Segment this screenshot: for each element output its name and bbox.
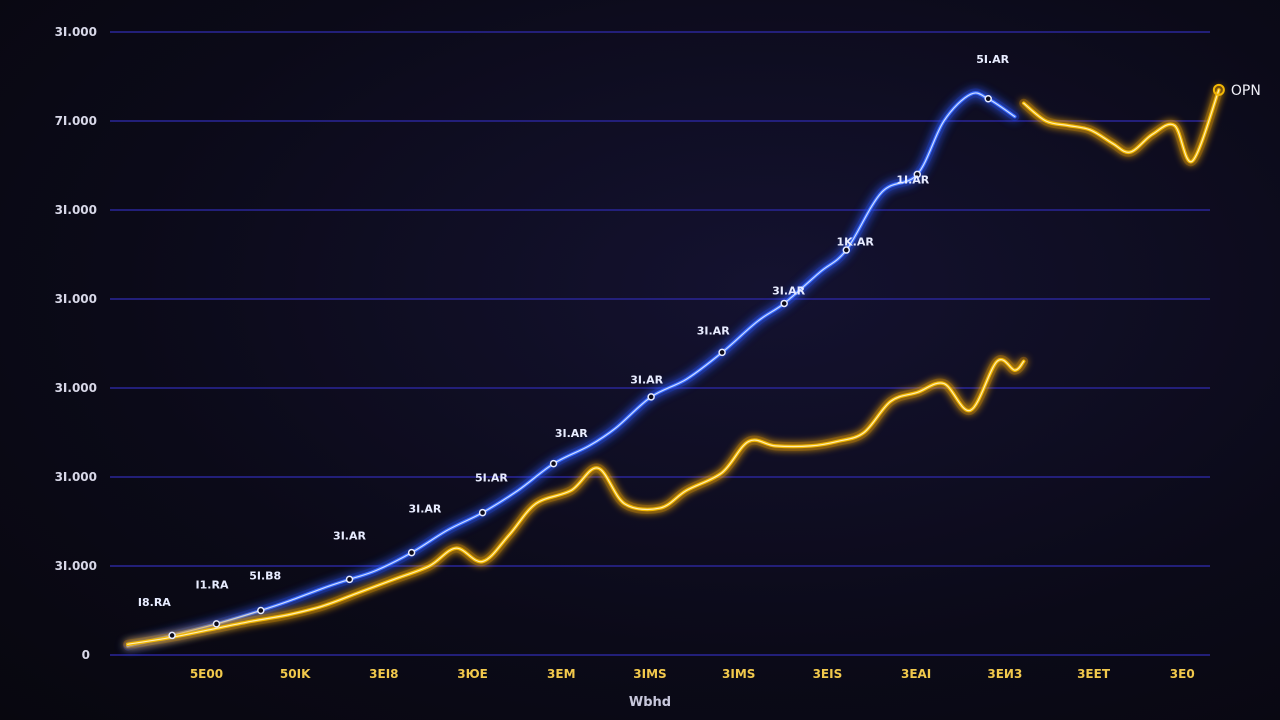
data-point-marker	[478, 508, 487, 517]
data-point-marker	[913, 170, 922, 179]
x-axis: 5E00 50IK 3EI8 3ЮE 3EM 3IMS 3IMS 3EIS 3EAI 3EИ3 3E…	[190, 667, 1195, 681]
y-tick-label: 3I.000	[55, 292, 97, 306]
x-tick-label: 3EI8	[369, 667, 398, 681]
data-point-label: 3I.AR	[630, 374, 663, 387]
x-tick-label: 3ЮE	[457, 667, 488, 681]
data-point-label: 3I.AR	[697, 325, 730, 338]
data-point-marker	[345, 575, 354, 584]
data-point-marker	[549, 459, 558, 468]
series-end-label: OPN	[1231, 83, 1261, 99]
x-tick-label: 3EIS	[813, 667, 843, 681]
y-tick-label: 3I.000	[55, 470, 97, 484]
data-point-label: 5I.AR	[475, 471, 508, 484]
series-line	[125, 91, 1017, 648]
data-point-marker	[168, 631, 176, 640]
data-point-marker	[780, 299, 788, 308]
data-point-marker	[984, 95, 992, 103]
data-point-marker	[647, 393, 655, 401]
data-point-marker	[842, 246, 851, 254]
data-point-label: 1K.AR	[836, 236, 874, 249]
data-point-marker	[407, 548, 416, 557]
series-line-glow	[123, 88, 1020, 651]
data-point-label: 5I.AR	[976, 53, 1009, 66]
y-tick-label: 3I.000	[55, 559, 97, 573]
y-tick-label: 3I.000	[55, 25, 97, 39]
data-point-label: 3I.AR	[333, 529, 366, 542]
data-point-marker	[212, 620, 221, 628]
x-tick-label: 3IMS	[633, 667, 666, 681]
series-end-marker	[1212, 83, 1225, 96]
data-point-label: 5I.B8	[249, 569, 281, 582]
series-line-core	[127, 359, 1025, 645]
x-tick-label: 3EИ3	[987, 667, 1022, 681]
grid-lines	[110, 31, 1210, 656]
data-point-label: I8.RA	[138, 596, 171, 609]
data-point-label: 3I.AR	[408, 503, 441, 516]
x-tick-label: 5E00	[190, 667, 223, 681]
series-lines	[123, 85, 1224, 651]
data-point-label: 3I.AR	[555, 427, 588, 440]
y-tick-label: 7I.000	[55, 114, 97, 128]
x-tick-label: 50IK	[280, 667, 311, 681]
data-point-marker	[718, 348, 726, 357]
data-point-label: 3I.AR	[772, 285, 805, 298]
point-labels: I8.RA I1.RA 5I.B8 3I.AR 3I.AR 5I.AR 3I.AR 3I.AR…	[138, 53, 1261, 609]
y-tick-label: 3I.000	[55, 203, 97, 217]
series-markers	[168, 83, 1225, 640]
data-point-label: I1.RA	[196, 578, 229, 591]
series-line-core	[127, 92, 1016, 647]
x-tick-label: 3E0	[1170, 667, 1195, 681]
data-point-marker	[257, 606, 265, 615]
y-tick-label: 0	[82, 648, 90, 662]
x-axis-title: Wbhd	[629, 695, 671, 710]
x-tick-label: 3EM	[547, 667, 576, 681]
x-tick-label: 3EET	[1077, 667, 1111, 681]
y-tick-label: 3I.000	[55, 381, 97, 395]
x-tick-label: 3EAI	[901, 667, 931, 681]
series-line-core	[1023, 89, 1220, 163]
x-tick-label: 3IMS	[722, 667, 755, 681]
data-point-label: 1I.AR	[896, 173, 929, 186]
y-axis: 0 3I.000 3I.000 3I.000 3I.000 3I.000 7I.000 3I.…	[55, 25, 97, 662]
